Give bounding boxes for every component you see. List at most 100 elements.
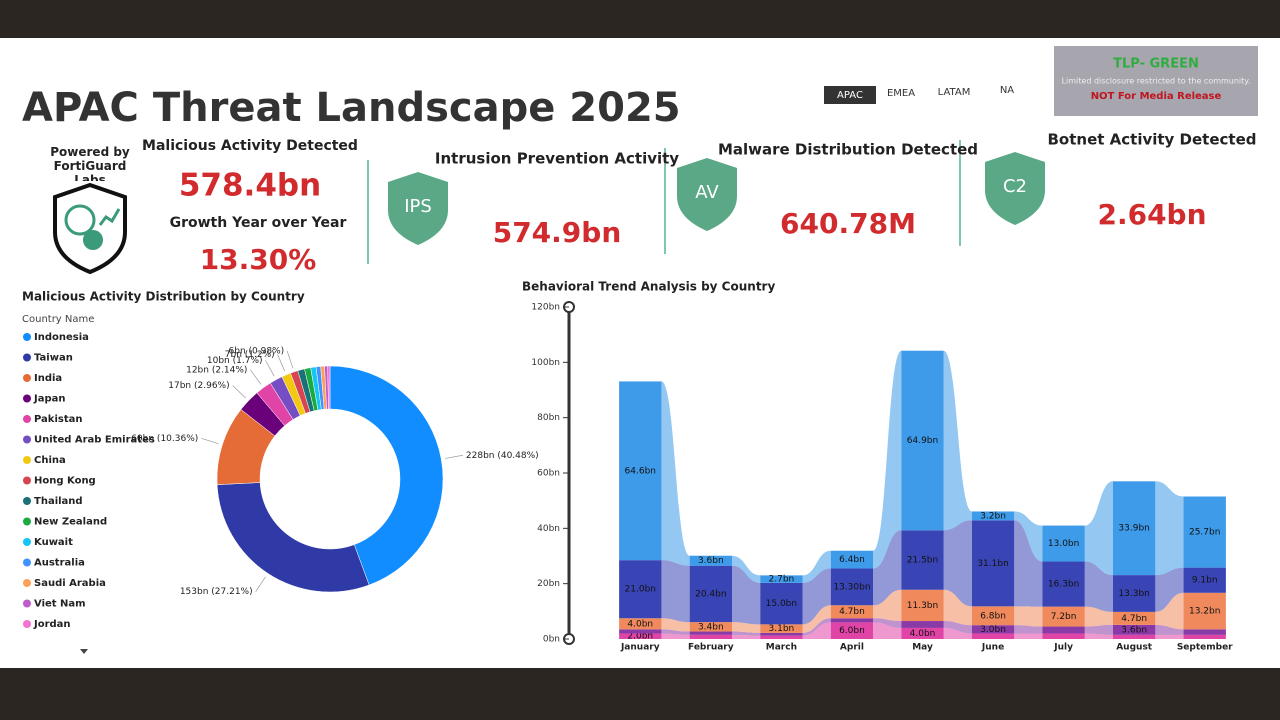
data-label: 3.6bn bbox=[1121, 625, 1147, 635]
bar-segment bbox=[830, 622, 874, 639]
legend-dot bbox=[23, 517, 31, 526]
bar-segment bbox=[760, 624, 803, 633]
powered-by: Powered by FortiGuard Labs bbox=[50, 145, 130, 181]
leader-line bbox=[445, 454, 463, 459]
bar-segment bbox=[1113, 611, 1156, 625]
tab[interactable]: LATAM bbox=[938, 87, 971, 98]
data-label: 228bn (40.48%) bbox=[466, 451, 539, 461]
bar-segment bbox=[689, 622, 732, 632]
data-label: 11.3bn bbox=[907, 601, 938, 611]
kpi-value: 574.9bn bbox=[493, 216, 622, 249]
ribbon bbox=[1155, 481, 1184, 576]
bar-segment bbox=[760, 635, 803, 639]
legend-label: New Zealand bbox=[34, 517, 107, 528]
chart-title: Malicious Activity Distribution by Count… bbox=[22, 290, 305, 304]
ribbon bbox=[802, 550, 831, 583]
kpi-value: 578.4bn bbox=[179, 168, 321, 204]
legend-dot bbox=[23, 538, 31, 546]
legend-dot bbox=[23, 394, 31, 403]
legend-label: Kuwait bbox=[34, 537, 73, 548]
data-label: 153bn (27.21%) bbox=[180, 587, 253, 597]
legend-title: Country Name bbox=[22, 314, 94, 325]
shield-icon: AV bbox=[695, 182, 719, 203]
ribbon bbox=[1084, 561, 1113, 612]
ribbon bbox=[802, 568, 831, 625]
bar-segment bbox=[971, 520, 1015, 607]
data-label: 10bn (1.7%) bbox=[207, 356, 263, 366]
leader-line bbox=[201, 437, 219, 445]
data-label: 4.7bn bbox=[839, 607, 865, 617]
bar-segment bbox=[1113, 624, 1156, 635]
bar-segment bbox=[760, 582, 803, 625]
tlp-level: TLP- GREEN bbox=[1113, 57, 1199, 72]
legend-label: Japan bbox=[33, 394, 66, 405]
legend-dot bbox=[23, 353, 31, 362]
legend-label: Pakistan bbox=[34, 414, 83, 425]
bar-segment bbox=[971, 625, 1015, 634]
data-label: 3.4bn bbox=[698, 622, 724, 632]
ribbon bbox=[873, 622, 902, 639]
bar-segment bbox=[689, 565, 732, 623]
legend-label: Hong Kong bbox=[34, 476, 96, 487]
bar-segment bbox=[830, 605, 874, 619]
leader-line bbox=[265, 360, 275, 377]
bar-segment bbox=[1183, 496, 1226, 568]
legend-dot bbox=[23, 476, 31, 485]
data-label: 4.0bn bbox=[910, 629, 936, 639]
data-label: 31.1bn bbox=[977, 559, 1008, 569]
slice bbox=[216, 482, 370, 593]
data-label: 13.30bn bbox=[833, 582, 870, 592]
ribbon bbox=[732, 634, 761, 639]
leader-line bbox=[286, 350, 294, 369]
legend-label: Indonesia bbox=[34, 332, 89, 343]
x-tick-label: July bbox=[1053, 643, 1073, 653]
ribbon bbox=[732, 565, 761, 625]
bar-segment bbox=[830, 568, 874, 606]
tab[interactable]: NA bbox=[1000, 85, 1014, 96]
bar-segment bbox=[901, 350, 944, 531]
tlp-warning: NOT For Media Release bbox=[1091, 91, 1222, 102]
ribbon bbox=[1014, 511, 1043, 562]
legend-dot bbox=[23, 374, 31, 382]
data-label: 7bn (1.2%) bbox=[225, 350, 275, 360]
ribbon bbox=[1155, 634, 1184, 639]
legend-dot bbox=[23, 497, 31, 505]
leader-line bbox=[250, 369, 262, 385]
legend-label: Saudi Arabia bbox=[34, 578, 106, 589]
ribbon bbox=[943, 621, 972, 634]
bar-segment bbox=[830, 618, 874, 623]
x-tick-label: June bbox=[981, 643, 1004, 653]
bar-segment bbox=[901, 627, 944, 639]
y-tick-label: 20bn bbox=[537, 579, 560, 589]
bar-segment bbox=[901, 589, 944, 622]
tab[interactable]: EMEA bbox=[887, 88, 915, 99]
legend-dot bbox=[23, 456, 31, 464]
bar-segment bbox=[760, 632, 803, 636]
data-label: 20.4bn bbox=[695, 589, 726, 599]
fortiguard-icon bbox=[53, 182, 127, 275]
data-label: 3.1bn bbox=[769, 624, 795, 634]
legend-label: China bbox=[34, 455, 66, 466]
bar-segment bbox=[619, 618, 662, 630]
tlp-note: Limited disclosure restricted to the com… bbox=[1062, 77, 1251, 86]
ribbon bbox=[802, 622, 831, 639]
y-tick-label: 80bn bbox=[537, 413, 560, 423]
tlp-box bbox=[1054, 46, 1258, 116]
x-tick-label: January bbox=[620, 643, 660, 653]
top-band bbox=[0, 0, 1280, 38]
bar-segment bbox=[689, 634, 732, 639]
leader-line bbox=[255, 576, 266, 592]
legend-dot bbox=[23, 558, 31, 567]
scroll-arrow[interactable] bbox=[80, 649, 88, 654]
shield-icon: IPS bbox=[404, 196, 432, 217]
data-label: 17bn (2.96%) bbox=[168, 381, 229, 391]
bar-segment bbox=[971, 633, 1015, 639]
bar-segment bbox=[1183, 592, 1226, 630]
tab-active[interactable] bbox=[824, 86, 876, 104]
shield bbox=[388, 172, 448, 245]
bar-segment bbox=[1183, 634, 1226, 639]
tab[interactable]: APAC bbox=[837, 90, 863, 101]
ribbon bbox=[943, 350, 972, 531]
